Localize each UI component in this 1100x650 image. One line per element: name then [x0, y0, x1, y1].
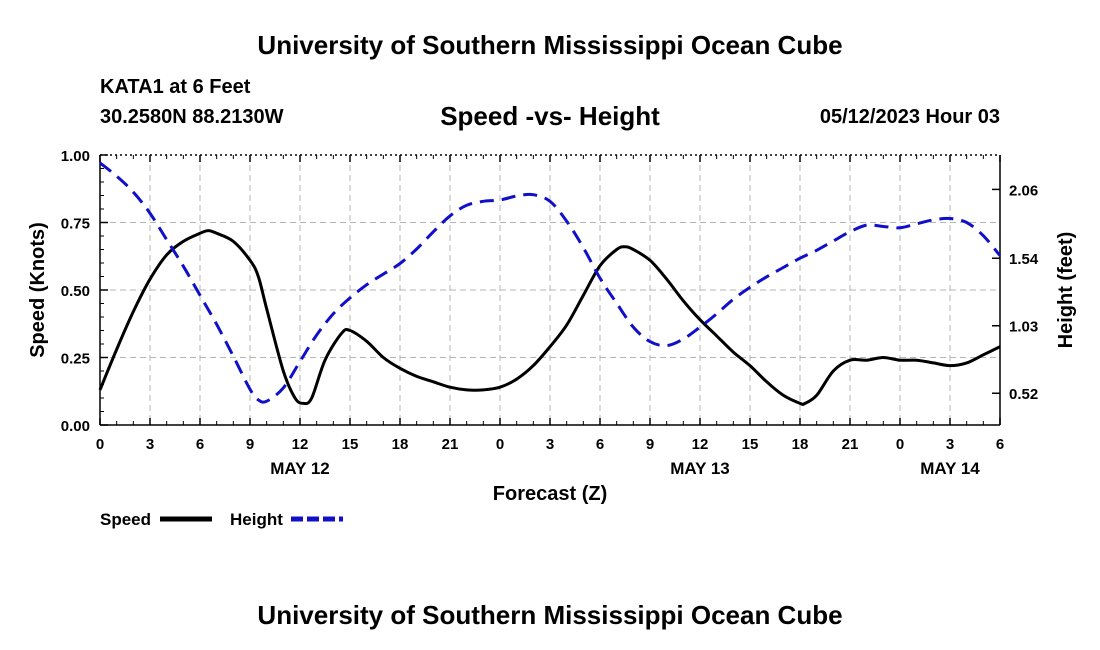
x-tick-label: 18: [392, 436, 409, 453]
y-tick-label: 1.00: [61, 148, 90, 165]
y2-axis-label: Height (feet): [1055, 232, 1077, 349]
y-tick-label: 0.00: [61, 418, 90, 435]
y2-tick-label: 0.52: [1009, 386, 1038, 403]
x-tick-label: 12: [692, 436, 709, 453]
date-label: MAY 14: [920, 459, 980, 478]
station-coords: 30.2580N 88.2130W: [100, 106, 284, 128]
x-tick-label: 6: [196, 436, 204, 453]
x-tick-label: 9: [246, 436, 254, 453]
x-tick-label: 0: [496, 436, 504, 453]
chart-title: Speed -vs- Height: [440, 101, 660, 131]
main-title: University of Southern Mississippi Ocean…: [257, 30, 843, 60]
y-tick-label: 0.75: [61, 216, 90, 233]
x-tick-label: 9: [646, 436, 654, 453]
x-tick-label: 3: [146, 436, 154, 453]
y2-tick-label: 2.06: [1009, 182, 1038, 199]
date-label: MAY 12: [270, 459, 330, 478]
date-label: MAY 13: [670, 459, 730, 478]
station-name: KATA1 at 6 Feet: [100, 76, 251, 98]
x-tick-label: 21: [442, 436, 459, 453]
x-tick-label: 15: [742, 436, 759, 453]
legend-label-speed: Speed: [100, 510, 151, 529]
x-tick-label: 18: [792, 436, 809, 453]
footer-title: University of Southern Mississippi Ocean…: [257, 600, 843, 630]
x-axis-label: Forecast (Z): [493, 483, 607, 505]
x-tick-label: 15: [342, 436, 359, 453]
grid-lines: [100, 155, 1000, 425]
y2-tick-label: 1.03: [1009, 319, 1038, 336]
x-tick-label: 0: [896, 436, 904, 453]
y-tick-label: 0.25: [61, 351, 90, 368]
legend-label-height: Height: [230, 510, 283, 529]
x-tick-label: 3: [946, 436, 954, 453]
y2-tick-label: 1.54: [1009, 251, 1039, 268]
forecast-datetime: 05/12/2023 Hour 03: [819, 106, 1000, 128]
x-tick-label: 3: [546, 436, 554, 453]
x-tick-label: 12: [292, 436, 309, 453]
x-tick-label: 21: [842, 436, 859, 453]
speed-height-chart: 0 3 6 9 12 15 18 21 0 3 6 9 12 15 18 21 0 3 6 MAY 12 MAY 13 M…: [27, 148, 1077, 529]
x-tick-label: 0: [96, 436, 104, 453]
y-axis-label: Speed (Knots): [27, 222, 49, 358]
series-line-speed: [98, 229, 1001, 406]
x-tick-label: 6: [996, 436, 1004, 453]
x-tick-label: 6: [596, 436, 604, 453]
series-line-height: [99, 161, 1002, 404]
y-tick-label: 0.50: [61, 283, 90, 300]
